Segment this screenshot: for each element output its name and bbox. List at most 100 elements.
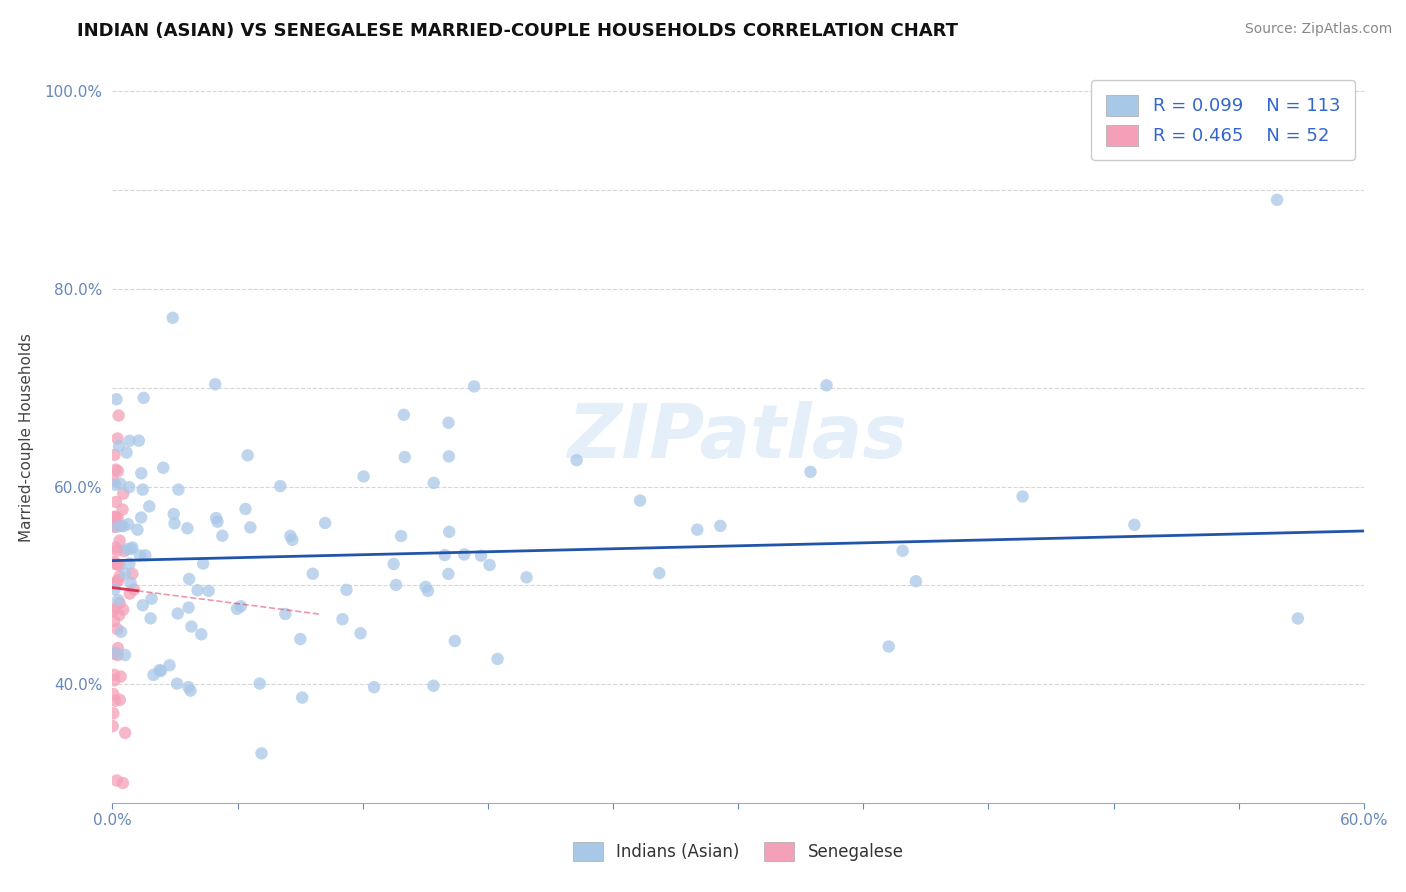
Point (114, 566, 136, 581)
Point (104, 478, 127, 492)
Point (103, 448, 125, 462)
Point (112, 544, 135, 558)
Text: ZIPatlas: ZIPatlas (568, 401, 908, 474)
Point (120, 541, 142, 556)
Point (274, 607, 297, 621)
Point (179, 683, 201, 698)
Point (103, 687, 125, 701)
Point (433, 548, 456, 562)
Point (385, 578, 408, 592)
Point (103, 555, 125, 569)
Point (290, 632, 312, 646)
Point (114, 648, 136, 662)
Point (107, 648, 129, 662)
Point (104, 509, 127, 524)
Point (110, 669, 132, 683)
Point (229, 599, 252, 614)
Point (108, 569, 131, 583)
Point (131, 467, 153, 481)
Point (105, 392, 128, 407)
Point (111, 502, 134, 516)
Point (112, 519, 135, 533)
Point (138, 500, 160, 514)
Point (565, 453, 588, 467)
Point (269, 479, 291, 493)
Point (314, 516, 336, 530)
Point (107, 593, 129, 607)
Point (301, 566, 323, 581)
Point (205, 511, 228, 525)
Point (103, 673, 125, 688)
Point (108, 476, 131, 491)
Point (226, 602, 249, 616)
Point (180, 619, 202, 633)
Point (104, 601, 127, 615)
Point (437, 524, 460, 539)
Point (120, 576, 142, 591)
Point (280, 529, 302, 543)
Point (443, 634, 465, 648)
Point (132, 599, 155, 613)
Point (105, 773, 128, 788)
Point (114, 726, 136, 740)
Legend: Indians (Asian), Senegalese: Indians (Asian), Senegalese (567, 835, 910, 868)
Point (516, 570, 538, 584)
Point (101, 577, 124, 591)
Point (815, 378, 838, 392)
Point (349, 626, 371, 640)
Point (128, 434, 150, 448)
Point (101, 719, 124, 733)
Point (110, 518, 132, 533)
Point (107, 519, 129, 533)
Point (101, 604, 124, 618)
Point (437, 416, 460, 430)
Point (392, 408, 415, 422)
Point (104, 495, 127, 509)
Point (127, 523, 149, 537)
Text: INDIAN (ASIAN) VS SENEGALESE MARRIED-COUPLE HOUSEHOLDS CORRELATION CHART: INDIAN (ASIAN) VS SENEGALESE MARRIED-COU… (77, 22, 959, 40)
Point (103, 667, 125, 681)
Point (177, 600, 200, 615)
Point (422, 475, 444, 490)
Point (422, 679, 444, 693)
Point (1286, 611, 1309, 625)
Point (103, 582, 125, 597)
Point (415, 580, 437, 594)
Point (118, 480, 141, 494)
Point (104, 557, 127, 571)
Point (470, 549, 492, 563)
Point (190, 627, 212, 641)
Point (107, 432, 129, 446)
Point (163, 507, 186, 521)
Point (877, 640, 900, 654)
Point (648, 566, 671, 581)
Point (105, 543, 128, 558)
Point (104, 576, 127, 591)
Point (176, 521, 198, 535)
Point (149, 664, 172, 678)
Point (129, 549, 152, 563)
Point (104, 462, 127, 476)
Point (281, 533, 304, 547)
Point (197, 583, 219, 598)
Point (121, 566, 143, 581)
Point (141, 591, 163, 606)
Point (112, 486, 135, 500)
Point (335, 582, 357, 597)
Point (118, 434, 141, 448)
Point (139, 611, 162, 625)
Point (1123, 517, 1146, 532)
Point (235, 502, 257, 516)
Point (162, 310, 184, 325)
Point (112, 602, 135, 616)
Point (709, 519, 731, 533)
Point (191, 557, 214, 571)
Point (207, 515, 229, 529)
Point (163, 516, 186, 531)
Text: Source: ZipAtlas.com: Source: ZipAtlas.com (1244, 22, 1392, 37)
Point (134, 549, 156, 563)
Point (891, 543, 914, 558)
Point (463, 379, 485, 393)
Point (110, 624, 132, 639)
Point (628, 493, 651, 508)
